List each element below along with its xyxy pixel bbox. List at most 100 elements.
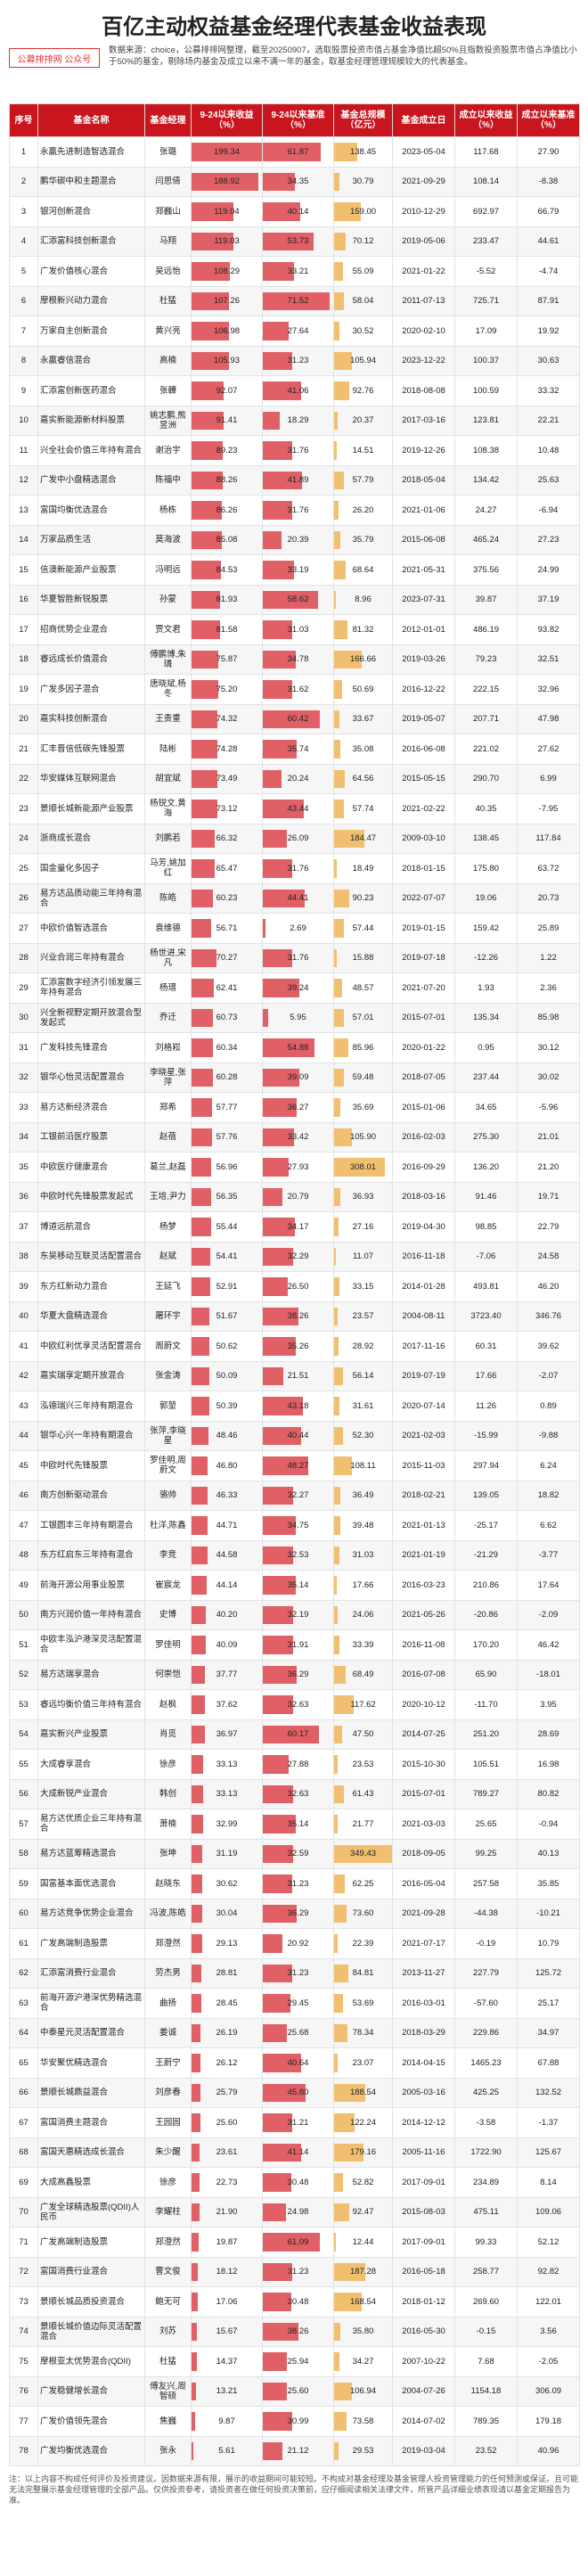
inception-date-cell: 2016-03-01 bbox=[392, 1988, 455, 2019]
value-label: 108.11 bbox=[350, 1460, 376, 1471]
manager-cell: 罗佳明,周蔚文 bbox=[144, 1450, 192, 1481]
value-bar bbox=[334, 680, 343, 699]
value-bar bbox=[192, 680, 218, 699]
table-row: 44 银华心兴一年持有期混合 张萍,李晓星 48.46 40.44 52.30 2021-0… bbox=[9, 1420, 580, 1451]
fund-size-cell: 30.52 bbox=[333, 316, 393, 347]
table-row: 17 招商优势企业混合 贾文君 81.58 31.03 81.32 2012-01-01 48… bbox=[9, 614, 580, 645]
benchmark-since-924-cell: 18.29 bbox=[262, 405, 334, 436]
value-bar bbox=[334, 1486, 340, 1505]
manager-cell: 闫思倩 bbox=[144, 166, 192, 197]
fund-size-cell: 105.90 bbox=[333, 1121, 393, 1153]
value-bar bbox=[263, 710, 320, 728]
table-row: 67 富国消费主题混合 王园园 25.60 31.21 122.24 2014-12-12-… bbox=[9, 2107, 580, 2138]
value-bar bbox=[263, 143, 322, 161]
benchmark-since-inception-cell: 87.91 bbox=[517, 285, 580, 316]
return-since-inception-cell: 135.34 bbox=[454, 1002, 518, 1033]
value-label: 119.03 bbox=[214, 236, 240, 247]
fund-name-cell: 富国天惠精选成长混合 bbox=[37, 2137, 145, 2168]
fund-name-cell: 广发价值领先混合 bbox=[37, 2406, 145, 2437]
return-since-inception-cell: 789.27 bbox=[454, 1778, 518, 1809]
fund-name-cell: 广发高端制造股票 bbox=[37, 2227, 145, 2258]
inception-date-cell: 2017-09-01 bbox=[392, 2227, 455, 2258]
value-bar bbox=[192, 1397, 209, 1415]
inception-date-cell: 2016-12-22 bbox=[392, 674, 455, 705]
value-label: 199.34 bbox=[213, 146, 241, 157]
value-label: 20.79 bbox=[287, 1192, 309, 1202]
return-since-924-cell: 60.28 bbox=[191, 1062, 263, 1093]
table-row: 29 汇添富数字经济引领发展三年持有混合 杨瑨 62.41 39.24 48.57 2021… bbox=[9, 972, 580, 1004]
manager-cell: 乔迁 bbox=[144, 1002, 192, 1033]
table-row: 35 中欧医疗健康混合 葛兰,赵磊 56.96 27.93 308.01 2016-09-2… bbox=[9, 1152, 580, 1183]
manager-cell: 杨栋 bbox=[144, 495, 192, 526]
value-bar bbox=[192, 291, 230, 310]
fund-size-cell: 50.69 bbox=[333, 674, 393, 705]
fund-size-cell: 59.48 bbox=[333, 1062, 393, 1093]
manager-cell: 李竞 bbox=[144, 1539, 192, 1571]
value-bar bbox=[192, 381, 225, 400]
table-row: 1 永赢先进制造智选混合 张璐 199.34 61.87 138.45 2023-05-04… bbox=[9, 136, 580, 168]
value-bar bbox=[192, 1068, 213, 1087]
return-since-924-cell: 119.03 bbox=[191, 226, 263, 257]
fund-name-cell: 东方红启东三年持有混合 bbox=[37, 1539, 145, 1571]
table-row: 55 大成睿享混合 徐彦 33.13 27.88 23.53 2015-10-30 105.5… bbox=[9, 1749, 580, 1780]
value-bar bbox=[192, 1366, 209, 1385]
return-since-inception-cell: 1154.18 bbox=[454, 2375, 518, 2407]
return-since-inception-cell: -7.06 bbox=[454, 1241, 518, 1272]
table-row: 58 易方达蓝筹精选混合 张坤 31.19 32.59 349.43 2018-09-05 9… bbox=[9, 1838, 580, 1869]
value-bar bbox=[192, 2441, 194, 2460]
inception-date-cell: 2023-07-31 bbox=[392, 584, 455, 615]
footnote: 注：以上内容不构成任何评价及投资建议。因数据来源有限，展示的收益期间可能较短。不… bbox=[9, 2474, 579, 2505]
fund-size-cell: 33.67 bbox=[333, 703, 393, 734]
inception-date-cell: 2019-07-19 bbox=[392, 1360, 455, 1391]
row-index-cell: 72 bbox=[9, 2256, 38, 2287]
row-index-cell: 31 bbox=[9, 1032, 38, 1063]
inception-date-cell: 2021-01-06 bbox=[392, 495, 455, 526]
fund-size-cell: 62.25 bbox=[333, 1868, 393, 1899]
inception-date-cell: 2009-03-10 bbox=[392, 823, 455, 854]
value-bar bbox=[192, 740, 218, 759]
value-bar bbox=[263, 2203, 287, 2221]
return-since-inception-cell: 79.23 bbox=[454, 644, 518, 675]
row-index-cell: 47 bbox=[9, 1510, 38, 1541]
table-row: 4 汇添富科技创新混合 马翔 119.03 53.73 70.12 2019-05-06 23… bbox=[9, 226, 580, 257]
table-row: 34 工银前沿医疗股票 赵蓓 57.76 33.42 105.90 2016-02-03 27… bbox=[9, 1121, 580, 1153]
fund-name-cell: 富国均衡优选混合 bbox=[37, 495, 145, 526]
value-bar bbox=[192, 471, 223, 489]
inception-date-cell: 2014-01-28 bbox=[392, 1271, 455, 1302]
value-bar bbox=[263, 2023, 288, 2042]
benchmark-since-924-cell: 32.63 bbox=[262, 1778, 334, 1809]
return-since-924-cell: 32.99 bbox=[191, 1809, 263, 1840]
value-bar bbox=[192, 2203, 200, 2221]
manager-cell: 韩创 bbox=[144, 1778, 192, 1809]
benchmark-since-inception-cell: 40.96 bbox=[517, 2435, 580, 2466]
benchmark-since-inception-cell: 19.92 bbox=[517, 316, 580, 347]
value-label: 18.29 bbox=[287, 415, 309, 426]
value-label: 56.71 bbox=[216, 923, 238, 933]
value-label: 33.13 bbox=[216, 1759, 238, 1769]
return-since-924-cell: 17.06 bbox=[191, 2286, 263, 2318]
fund-name-cell: 招商优势企业混合 bbox=[37, 614, 145, 645]
return-since-inception-cell: -3.58 bbox=[454, 2107, 518, 2138]
value-bar bbox=[192, 1934, 202, 1953]
table-row: 45 中欧时代先锋股票 罗佳明,周蔚文 46.80 48.27 108.11 2015-11… bbox=[9, 1450, 580, 1481]
return-since-924-cell: 29.13 bbox=[191, 1928, 263, 1959]
manager-cell: 骆帅 bbox=[144, 1480, 192, 1511]
return-since-924-cell: 30.04 bbox=[191, 1898, 263, 1929]
manager-cell: 萧楠 bbox=[144, 1809, 192, 1840]
value-label: 45.80 bbox=[287, 2088, 309, 2098]
value-label: 70.27 bbox=[216, 953, 238, 964]
row-index-cell: 7 bbox=[9, 316, 38, 347]
value-label: 35.74 bbox=[287, 743, 309, 754]
return-since-inception-cell: -57.60 bbox=[454, 1988, 518, 2019]
value-label: 36.27 bbox=[287, 1102, 309, 1112]
value-label: 40.20 bbox=[216, 1610, 238, 1620]
value-label: 36.93 bbox=[352, 1192, 374, 1202]
manager-cell: 王培,尹力 bbox=[144, 1181, 192, 1212]
benchmark-since-inception-cell: 67.88 bbox=[517, 2047, 580, 2079]
value-label: 73.49 bbox=[216, 774, 238, 784]
value-bar bbox=[192, 1725, 205, 1743]
value-bar bbox=[192, 1247, 211, 1266]
value-label: 50.62 bbox=[216, 1341, 238, 1351]
benchmark-since-924-cell: 39.24 bbox=[262, 972, 334, 1004]
value-label: 84.53 bbox=[216, 564, 238, 575]
